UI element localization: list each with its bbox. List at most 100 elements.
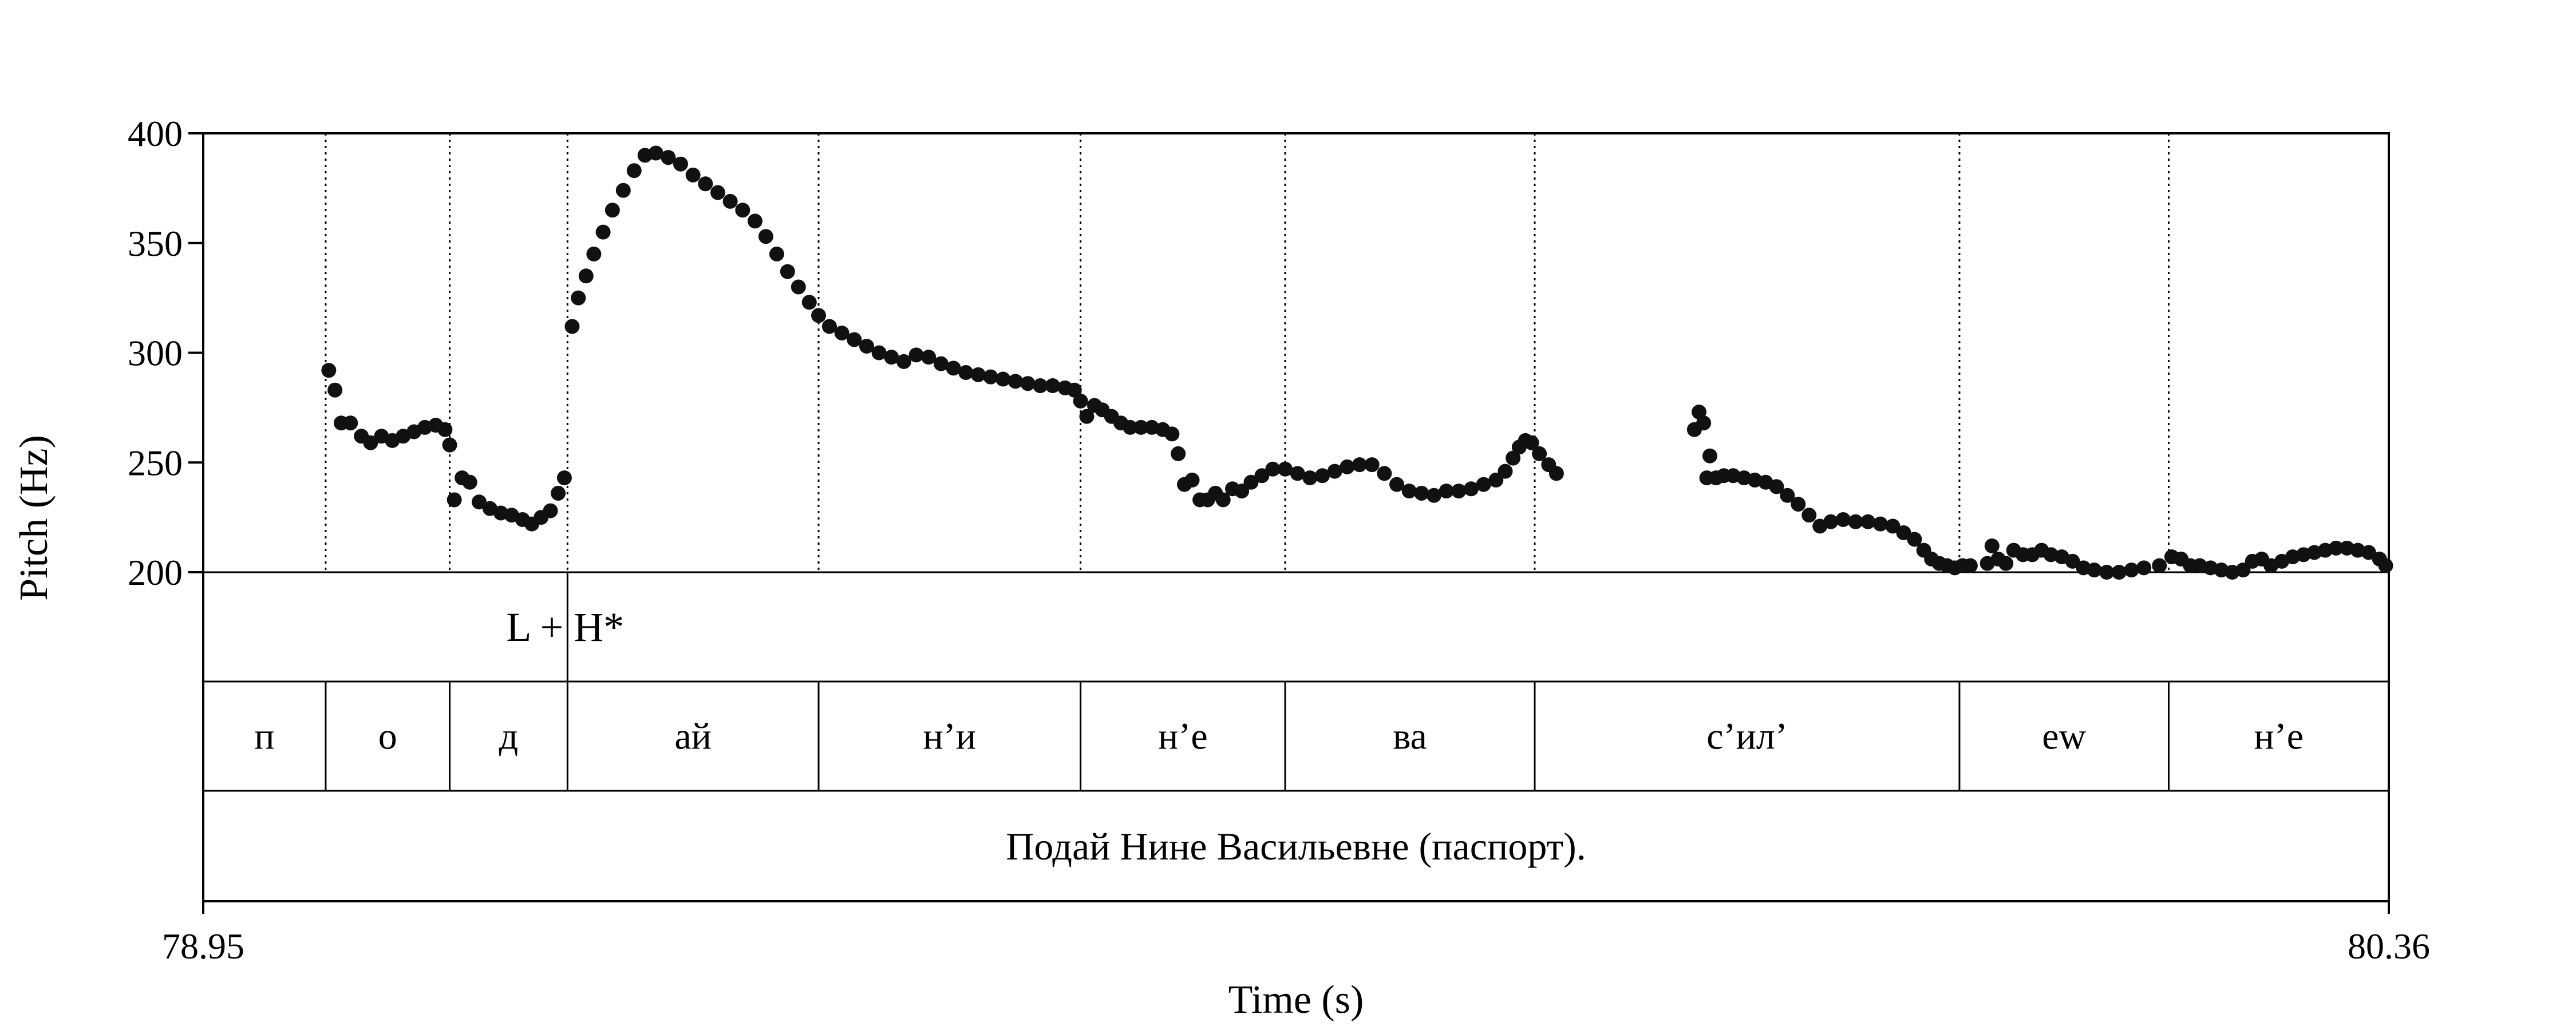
pitch-point [1414, 485, 1429, 501]
pitch-point [1290, 466, 1305, 481]
pitch-point [1780, 488, 1795, 503]
pitch-point [946, 360, 961, 376]
segment-label: о [378, 716, 397, 758]
pitch-point [1476, 477, 1491, 492]
pitch-point [327, 382, 343, 398]
pitch-point [363, 435, 378, 450]
segment-label: д [499, 716, 519, 758]
pitch-point [556, 470, 572, 486]
pitch-point [735, 203, 750, 218]
pitch-point [1243, 474, 1259, 490]
y-tick-label: 250 [128, 442, 183, 483]
pitch-point [605, 203, 620, 218]
segment-label: ва [1393, 716, 1427, 758]
pitch-point [2152, 558, 2167, 573]
pitch-point [1984, 538, 2000, 553]
pitch-point [1020, 376, 1036, 391]
pitch-point [1696, 415, 1712, 431]
pitch-point [1848, 514, 1863, 529]
pitch-point [908, 347, 924, 363]
pitch-point [1488, 472, 1504, 488]
pitch-point [1401, 484, 1417, 499]
pitch-point [442, 437, 457, 453]
x-tick-label: 78.95 [162, 926, 244, 966]
pitch-point [571, 290, 586, 306]
pitch-point [1123, 419, 1138, 435]
pitch-point [1265, 461, 1281, 477]
y-tick-label: 400 [128, 113, 183, 154]
pitch-point [1907, 532, 1922, 547]
pitch-point [1962, 558, 1978, 573]
pitch-point [626, 163, 642, 179]
pitch-point [1133, 419, 1149, 435]
pitch-point [859, 338, 874, 354]
pitch-point [1548, 466, 1564, 481]
pitch-point [2087, 562, 2102, 578]
segment-tier: п о д ай н’и н’е ва с’ил’ ew н’е [254, 716, 2304, 758]
pitch-point [1506, 450, 1521, 466]
pitch-point [2136, 560, 2152, 576]
pitch-point [1426, 488, 1441, 503]
segment-label: п [254, 716, 274, 758]
pitch-point [747, 213, 762, 229]
pitch-point [933, 356, 949, 371]
pitch-point [871, 345, 887, 360]
segment-label: с’ил’ [1706, 716, 1788, 758]
y-tick-label: 350 [128, 223, 183, 264]
pitch-point [2124, 562, 2139, 578]
pitch-point [970, 367, 986, 382]
pitch-point [698, 176, 713, 192]
pitch-point [321, 363, 337, 378]
pitch-point [578, 268, 594, 284]
pitch-point [564, 319, 580, 334]
pitch-point [648, 145, 663, 161]
pitch-point [2099, 565, 2115, 580]
pitch-point [1389, 477, 1405, 492]
pitch-point [1215, 492, 1231, 508]
pitch-point [1254, 468, 1270, 484]
pitch-point [1033, 378, 1048, 394]
segment-label: ай [674, 716, 712, 758]
pitch-point [1302, 470, 1318, 486]
pitch-point [821, 319, 837, 334]
pitch-point [1998, 556, 2014, 571]
pitch-point [1498, 464, 1513, 479]
pitch-point [1524, 435, 1539, 450]
y-axis-title: Pitch (Hz) [12, 435, 56, 601]
x-axis: 78.95 80.36 [162, 901, 2430, 966]
pitch-point [551, 485, 566, 501]
pitch-point [543, 503, 558, 518]
pitch-point [1164, 426, 1180, 442]
pitch-point [586, 246, 602, 262]
pitch-point [847, 332, 862, 347]
pitch-point [1791, 497, 1806, 512]
pitch-point [811, 308, 826, 323]
pitch-point [1364, 457, 1380, 473]
pitch-point [673, 156, 689, 172]
pitch-points [321, 145, 2393, 580]
pitch-point [1066, 382, 1082, 398]
pitch-point [780, 264, 795, 279]
pitch-point [801, 295, 817, 310]
pitch-point [447, 492, 462, 508]
x-tick-label: 80.36 [2348, 926, 2430, 966]
pitch-point [884, 350, 899, 365]
pitch-point [896, 354, 911, 369]
pitch-point [471, 494, 487, 510]
pitch-point [1451, 484, 1467, 499]
pitch-point [1184, 472, 1200, 488]
pitch-point [983, 369, 998, 385]
pitch-point [462, 474, 477, 490]
pitch-point [1463, 481, 1479, 497]
pitch-point [661, 150, 676, 165]
pitch-point [2235, 562, 2251, 578]
y-tick-label: 200 [128, 552, 183, 593]
pitch-point [1327, 464, 1342, 479]
pitch-point [615, 183, 631, 198]
tone-label: L + H* [506, 604, 624, 650]
plot-frame [202, 132, 2390, 902]
segment-label: н’и [923, 716, 976, 758]
y-tick-label: 300 [128, 333, 183, 374]
pitch-point [2111, 565, 2127, 580]
